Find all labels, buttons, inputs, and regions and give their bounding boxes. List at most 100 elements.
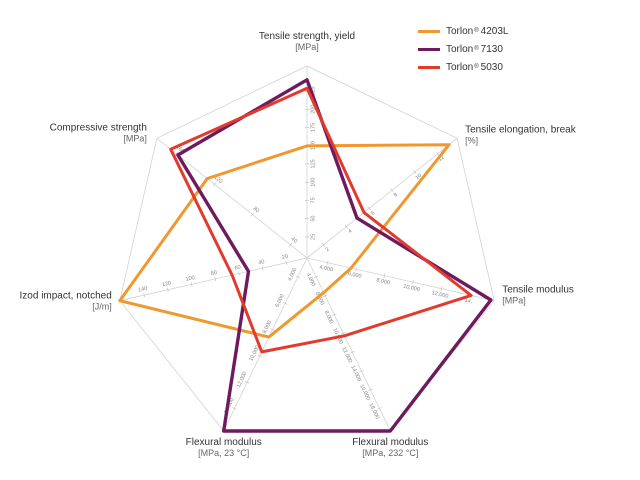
axis-tick-label: 160 [174,144,185,154]
axis-tick-mark [350,350,355,354]
axis-tick-label: 4,000 [319,264,334,273]
axis-tick-label: 50 [310,216,316,222]
legend: Torlon ® 4203L Torlon ® 7130 Torlon ® 5030 [418,22,508,76]
axis-tick-mark [270,328,275,331]
axis-tick-mark [413,170,417,174]
axis-tick-mark [383,273,386,278]
axis-tick-mark [344,224,348,229]
axis-tick-mark [167,287,169,292]
axis-tick-label: 120 [212,175,223,185]
registered-mark: ® [474,28,479,34]
axis-tick-mark [323,294,328,298]
axis-tick-label: 12,000 [236,371,249,389]
axis-tick-label: 6,000 [275,293,286,308]
axis-tick-label: 4,000 [305,272,316,287]
legend-brand: Torlon [446,43,474,55]
axis-tick-mark [238,271,240,276]
axis-tick-labels: 255075100125150175200225246810124,0006,0… [138,86,473,420]
axis-title: Flexural modulus [186,437,262,448]
axis-tick-mark [412,279,414,285]
axis-tick-label: 60 [234,265,241,272]
axis-tick-mark [285,260,288,265]
radar-spoke [306,137,458,259]
axis-tick-mark [359,369,364,373]
legend-swatch [418,47,440,51]
radar-grid [119,65,495,432]
axis-tick-label: 80 [252,206,261,215]
axis-tick-label: 75 [310,197,316,203]
axis-tick-label: 10,000 [403,284,421,294]
data-series [118,78,493,433]
axis-tick-label: 8,000 [323,310,334,325]
axis-tick-label: 175 [310,123,316,132]
axis-title: Compressive strength [50,122,147,133]
series-4203l-line [118,143,451,339]
axis-tick-label: 6 [370,210,376,217]
axis-tick-label: 40 [258,259,265,266]
axis-tick-mark [326,260,329,265]
axis-tick-label: 125 [310,159,316,168]
axis-title: Flexural modulus [352,437,428,448]
axis-titles: Tensile strength, yield[MPa]Tensile elon… [20,31,577,458]
radar-spoke [306,257,495,302]
radar-spoke [223,257,308,432]
axis-tick-mark [143,292,145,298]
axis-unit: [MPa] [502,296,526,306]
axis-tick-mark [212,182,217,187]
axis-tick-mark [174,151,179,156]
axis-tick-label: 120 [161,280,171,288]
axis-tick-mark [232,407,237,410]
axis-unit: [MPa, 232 °C] [362,448,418,458]
axis-tick-mark [377,407,382,410]
axis-tick-mark [261,265,264,271]
legend-item-5030: Torlon ® 5030 [418,58,508,76]
radar-spoke [119,257,308,302]
legend-label: 4203L [480,25,509,37]
axis-tick-mark [390,188,394,193]
axis-unit: [MPa, 23 °C] [198,448,249,458]
axis-tick-label: 200 [310,105,316,114]
axis-tick-mark [332,313,337,316]
axis-title: Izod impact, notched [20,291,112,302]
axis-tick-label: 6,000 [314,291,325,306]
legend-label: 7130 [480,43,503,55]
axis-title: Tensile elongation, break [465,124,577,135]
legend-swatch [418,65,440,69]
axis-tick-mark [295,275,300,279]
axis-unit: [%] [465,135,478,145]
axis-tick-label: 2 [325,247,331,254]
axis-tick-mark [214,276,217,282]
axis-tick-label: 8,000 [262,320,273,335]
axis-tick-mark [435,151,440,156]
legend-brand: Torlon [446,61,474,73]
legend-item-4203l: Torlon ® 4203L [418,22,508,40]
axis-tick-mark [250,212,255,217]
axis-tick-label: 225 [310,86,316,95]
registered-mark: ® [474,64,479,70]
axis-tick-label: 8 [393,192,399,199]
axis-tick-label: 14, [464,298,473,306]
radar-spoke [156,137,308,259]
axis-tick-label: 40 [290,236,299,245]
axis-tick-mark [257,354,262,358]
axis-tick-mark [368,388,373,391]
axis-unit: [MPa] [295,42,319,52]
axis-tick-label: 4 [347,228,353,235]
axis-unit: [MPa] [123,133,147,143]
axis-unit: [J/m] [92,302,112,312]
axis-tick-mark [367,206,371,211]
axis-tick-label: 25 [310,234,316,240]
axis-tick-label: 80 [210,270,217,277]
axis-tick-label: 12,000 [431,290,449,300]
axis-tick-label: 12 [437,155,446,164]
axis-tick-mark [190,282,193,287]
axis-tick-label: 10 [415,173,424,182]
axis-tick-label: 4,000 [287,267,298,282]
axis-title: Tensile strength, yield [259,31,355,42]
registered-mark: ® [474,46,479,52]
axis-tick-mark [314,275,319,279]
axis-tick-label: 100 [310,178,316,187]
axis-tick-label: 140 [138,286,148,294]
legend-swatch [418,29,440,33]
